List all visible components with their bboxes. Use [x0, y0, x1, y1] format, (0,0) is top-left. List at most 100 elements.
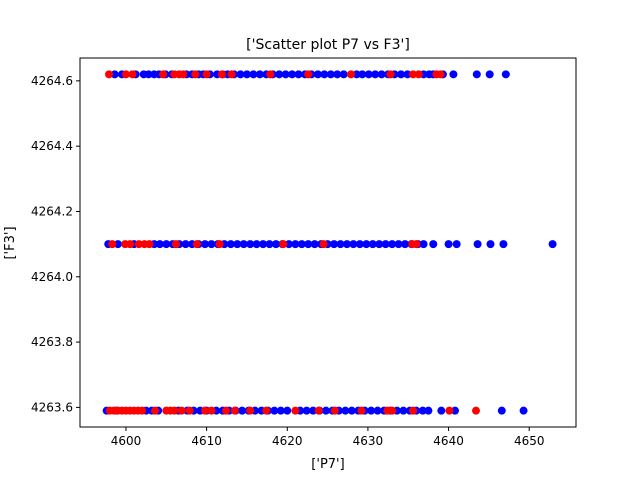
point-blue-1-34: [349, 240, 358, 249]
point-blue-1-18: [246, 240, 255, 249]
point-red-2-9: [151, 406, 160, 415]
point-red-1-0: [108, 240, 117, 249]
point-blue-2-44: [451, 406, 460, 415]
point-red-2-13: [177, 406, 186, 415]
point-red-2-18: [230, 406, 239, 415]
x-tick-label-1: 4610: [191, 434, 222, 448]
y-tick-label-2: 4264.0: [31, 270, 73, 284]
point-red-2-26: [388, 406, 397, 415]
y-tick-label-3: 4264.2: [31, 204, 73, 218]
point-red-2-15: [201, 406, 210, 415]
point-blue-1-40: [388, 240, 397, 249]
x-tick-label-2: 4620: [272, 434, 303, 448]
point-blue-1-48: [452, 240, 461, 249]
point-red-2-21: [291, 406, 300, 415]
point-red-2-22: [314, 406, 323, 415]
point-blue-0-43: [403, 70, 412, 79]
point-blue-0-35: [352, 70, 361, 79]
point-blue-1-36: [362, 240, 371, 249]
point-blue-0-32: [326, 70, 335, 79]
point-blue-1-16: [233, 240, 242, 249]
point-red-2-8: [138, 406, 147, 415]
point-blue-0-24: [275, 70, 284, 79]
point-blue-1-25: [291, 240, 300, 249]
point-blue-1-38: [375, 240, 384, 249]
point-red-2-20: [262, 406, 271, 415]
point-blue-1-19: [252, 240, 261, 249]
point-blue-0-27: [294, 70, 303, 79]
point-blue-0-0: [110, 70, 119, 79]
point-blue-2-46: [519, 406, 528, 415]
point-red-2-16: [207, 406, 216, 415]
point-blue-0-50: [485, 70, 494, 79]
x-tick-label-4: 4640: [433, 434, 464, 448]
point-red-0-10: [227, 70, 236, 79]
point-blue-1-51: [499, 240, 508, 249]
point-red-2-28: [445, 406, 454, 415]
y-tick-label-4: 4264.4: [31, 139, 73, 153]
x-axis-label: ['P7']: [311, 457, 344, 472]
point-blue-2-14: [238, 406, 247, 415]
point-red-2-14: [185, 406, 194, 415]
point-blue-1-8: [181, 240, 190, 249]
point-blue-1-26: [297, 240, 306, 249]
point-blue-0-18: [236, 70, 245, 79]
point-red-2-27: [409, 406, 418, 415]
point-blue-0-37: [364, 70, 373, 79]
point-blue-1-35: [355, 240, 364, 249]
y-tick-label-5: 4264.6: [31, 74, 73, 88]
point-blue-0-20: [249, 70, 258, 79]
point-blue-0-21: [255, 70, 264, 79]
point-blue-1-39: [381, 240, 390, 249]
point-blue-1-32: [336, 240, 345, 249]
point-blue-0-19: [242, 70, 251, 79]
y-tick-label-0: 4263.6: [31, 400, 73, 414]
point-blue-1-15: [226, 240, 235, 249]
point-blue-0-31: [320, 70, 329, 79]
point-blue-2-34: [373, 406, 382, 415]
point-blue-1-21: [265, 240, 274, 249]
point-blue-2-21: [283, 406, 292, 415]
point-blue-2-33: [367, 406, 376, 415]
point-blue-0-26: [288, 70, 297, 79]
point-blue-0-4: [144, 70, 153, 79]
point-blue-0-36: [358, 70, 367, 79]
x-tick-label-0: 4600: [111, 434, 142, 448]
point-blue-2-38: [399, 406, 408, 415]
point-blue-2-43: [437, 406, 446, 415]
point-red-1-8: [215, 240, 224, 249]
point-blue-0-51: [501, 70, 510, 79]
point-red-0-8: [202, 70, 211, 79]
point-red-0-9: [217, 70, 226, 79]
point-blue-2-29: [341, 406, 350, 415]
point-red-1-9: [279, 240, 288, 249]
point-blue-2-24: [309, 406, 318, 415]
x-tick-label-3: 4630: [353, 434, 384, 448]
point-blue-1-20: [259, 240, 268, 249]
point-blue-1-22: [271, 240, 280, 249]
chart-title: ['Scatter plot P7 vs F3']: [246, 37, 410, 53]
point-blue-2-20: [276, 406, 285, 415]
point-red-0-16: [414, 70, 423, 79]
x-axis: 4600 4610 4620 4630 4640 4650: [111, 427, 545, 448]
y-axis-label: ['F3']: [3, 226, 18, 259]
x-tick-label-5: 4650: [514, 434, 545, 448]
point-blue-1-47: [444, 240, 453, 249]
point-red-0-14: [386, 70, 395, 79]
point-blue-1-33: [342, 240, 351, 249]
point-blue-0-49: [472, 70, 481, 79]
point-red-0-15: [409, 70, 418, 79]
point-blue-1-41: [394, 240, 403, 249]
point-blue-0-25: [281, 70, 290, 79]
point-blue-2-30: [347, 406, 356, 415]
point-red-1-12: [412, 240, 421, 249]
point-red-2-17: [221, 406, 230, 415]
point-blue-0-42: [396, 70, 405, 79]
point-blue-1-11: [201, 240, 210, 249]
point-red-2-23: [330, 406, 339, 415]
point-red-0-6: [179, 70, 188, 79]
point-blue-0-33: [333, 70, 342, 79]
point-red-0-1: [121, 70, 130, 79]
point-blue-1-17: [239, 240, 248, 249]
